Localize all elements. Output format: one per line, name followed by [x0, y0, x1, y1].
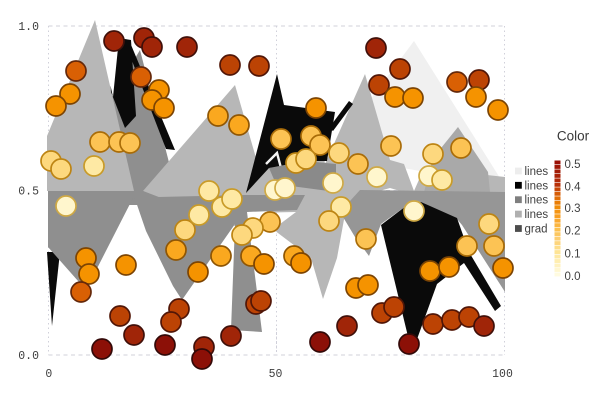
svg-text:0.0: 0.0 — [18, 350, 39, 363]
svg-text:50: 50 — [269, 368, 283, 381]
svg-text:0.3: 0.3 — [565, 203, 581, 215]
svg-text:lines: lines — [525, 209, 549, 221]
svg-text:lines: lines — [525, 195, 549, 207]
svg-text:100: 100 — [492, 368, 513, 381]
svg-text:0.4: 0.4 — [565, 182, 582, 194]
svg-text:1.0: 1.0 — [18, 21, 39, 34]
svg-text:grad: grad — [525, 224, 548, 236]
svg-text:Color: Color — [557, 129, 590, 144]
svg-text:0.1: 0.1 — [565, 249, 581, 261]
svg-text:0.2: 0.2 — [565, 225, 581, 237]
svg-text:lines: lines — [525, 180, 549, 192]
svg-text:0.5: 0.5 — [565, 159, 581, 171]
svg-text:lines: lines — [525, 166, 549, 178]
svg-text:0.0: 0.0 — [565, 271, 581, 283]
svg-text:0.5: 0.5 — [18, 186, 39, 199]
svg-text:0: 0 — [45, 368, 52, 381]
